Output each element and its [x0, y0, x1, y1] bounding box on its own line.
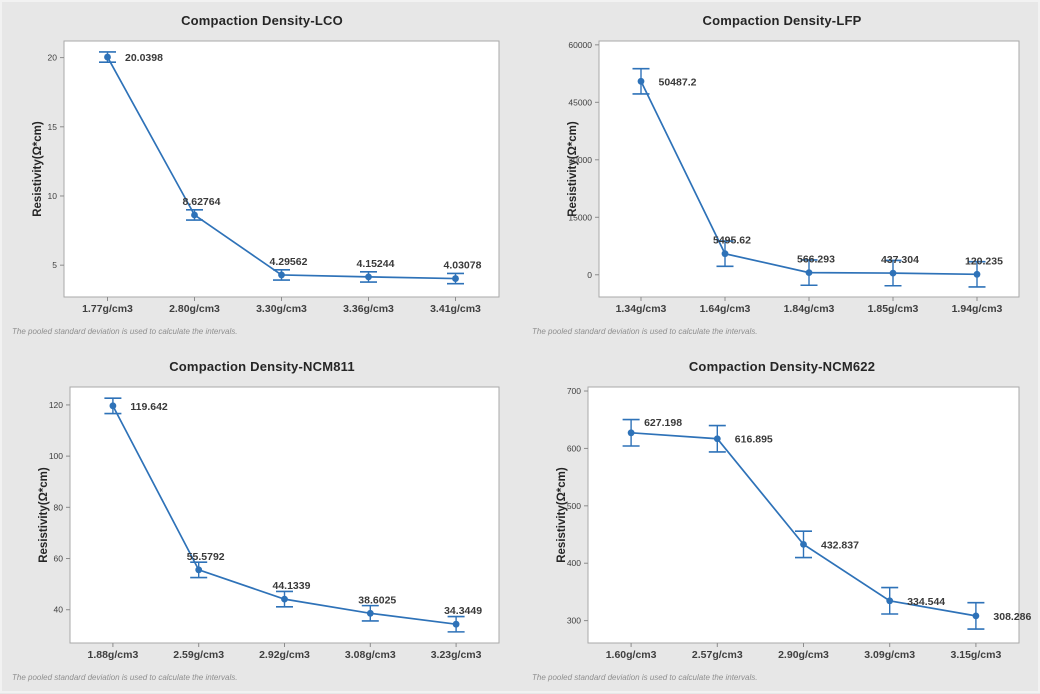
chart-title: Compaction Density-NCM622: [688, 359, 876, 374]
x-tick-label: 3.30g/cm3: [256, 303, 307, 315]
x-tick-label: 2.90g/cm3: [778, 649, 829, 661]
y-tick-label: 500: [567, 501, 581, 511]
y-tick-label: 120: [49, 400, 63, 410]
x-tick-label: 2.80g/cm3: [169, 303, 220, 315]
y-tick-label: 40: [54, 605, 64, 615]
data-point: [452, 620, 460, 628]
data-point-label: 627.198: [644, 417, 682, 429]
x-tick-label: 2.59g/cm3: [173, 649, 224, 661]
y-tick-label: 400: [567, 558, 581, 568]
data-point: [109, 402, 117, 410]
y-tick-label: 5: [52, 260, 57, 270]
x-tick-label: 3.08g/cm3: [345, 649, 396, 661]
data-point: [195, 566, 203, 574]
x-tick-label: 3.36g/cm3: [343, 303, 394, 315]
data-point: [713, 435, 721, 443]
y-tick-label: 0: [587, 270, 592, 280]
plot-frame: [598, 40, 1020, 298]
data-point: [889, 269, 897, 277]
data-point-label: 4.29562: [270, 256, 308, 268]
plot-area: 0 15000 30000 45000 60000 1.34g/cm3 1.64g/cm3 1…: [568, 40, 1020, 315]
chart-title: Compaction Density-LCO: [181, 13, 343, 28]
data-point: [637, 77, 645, 85]
data-point: [452, 275, 459, 282]
pooled-sd-footnote: The pooled standard deviation is used to…: [12, 327, 238, 336]
y-tick-label: 30000: [568, 155, 592, 165]
plot-area: 5 10 15 20 1.77g/cm3 2.80g/cm3 3.30g/cm3 3.36g/…: [48, 40, 500, 315]
x-tick-label: 3.41g/cm3: [430, 303, 481, 315]
data-point: [281, 595, 288, 603]
x-tick-label: 1.60g/cm3: [606, 649, 657, 661]
data-point-label: 119.642: [130, 401, 168, 413]
x-tick-label: 1.94g/cm3: [952, 303, 1003, 315]
chart-title: Compaction Density-LFP: [702, 13, 862, 28]
data-point-label: 437.304: [881, 254, 919, 266]
data-point: [627, 429, 635, 437]
data-point-label: 566.293: [797, 254, 835, 266]
y-tick-label: 100: [49, 451, 63, 461]
y-tick-label: 15000: [568, 212, 592, 222]
data-point-label: 4.15244: [357, 258, 395, 270]
data-point-label: 44.1339: [273, 580, 311, 592]
y-tick-label: 80: [54, 502, 64, 512]
x-tick-label: 1.84g/cm3: [784, 303, 835, 315]
y-tick-label: 45000: [568, 97, 592, 107]
data-point-label: 5495.62: [713, 235, 751, 247]
data-point: [365, 273, 372, 281]
data-point: [366, 609, 374, 617]
data-point: [721, 250, 729, 258]
x-tick-label: 1.88g/cm3: [88, 649, 139, 661]
pooled-sd-footnote: The pooled standard deviation is used to…: [532, 327, 758, 336]
pooled-sd-footnote: The pooled standard deviation is used to…: [12, 673, 238, 682]
data-point-label: 334.544: [907, 596, 945, 608]
data-point-label: 38.6025: [358, 594, 396, 606]
chart-panel-lco: Compaction Density-LCO Resistivity(Ω*cm)…: [2, 2, 522, 348]
x-tick-label: 3.23g/cm3: [431, 649, 482, 661]
y-tick-label: 300: [567, 616, 581, 626]
x-tick-label: 2.92g/cm3: [259, 649, 310, 661]
plot-frame: [63, 40, 500, 298]
data-point: [972, 612, 980, 620]
chart-panel-ncm811: Compaction Density-NCM811 Resistivity(Ω*…: [2, 348, 522, 694]
x-tick-label: 2.57g/cm3: [692, 649, 743, 661]
y-tick-label: 60000: [568, 40, 592, 50]
plot-frame: [587, 386, 1020, 644]
y-tick-label: 10: [48, 191, 58, 201]
data-point: [800, 540, 807, 548]
data-point: [886, 597, 894, 605]
y-tick-label: 60: [54, 554, 64, 564]
data-point-label: 616.895: [735, 434, 773, 446]
chart-panel-lfp: Compaction Density-LFP Resistivity(Ω*cm)…: [522, 2, 1040, 348]
y-tick-label: 600: [567, 443, 581, 453]
data-point: [973, 270, 981, 278]
x-tick-label: 1.77g/cm3: [82, 303, 133, 315]
data-point: [191, 211, 198, 219]
data-point-label: 120.235: [965, 255, 1003, 267]
pooled-sd-footnote: The pooled standard deviation is used to…: [532, 673, 758, 682]
plot-area: 40 60 80 100 120 1.88g/cm3 2.59g/cm3 2.92g/cm3 3…: [49, 386, 500, 661]
x-tick-label: 1.34g/cm3: [616, 303, 667, 315]
plot-area: 300 400 500 600 700 1.60g/cm3 2.57g/cm3 2.90g/c…: [567, 386, 1032, 661]
y-tick-label: 20: [48, 53, 58, 63]
data-point-label: 432.837: [821, 539, 859, 551]
data-point-label: 20.0398: [125, 52, 163, 64]
data-point-label: 8.62764: [183, 196, 221, 208]
data-point-label: 4.03078: [444, 260, 482, 272]
data-point: [278, 271, 285, 279]
chart-panel-ncm622: Compaction Density-NCM622 Resistivity(Ω*…: [522, 348, 1040, 694]
x-tick-label: 3.09g/cm3: [864, 649, 915, 661]
data-point: [104, 53, 111, 61]
x-tick-label: 1.64g/cm3: [700, 303, 751, 315]
chart-title: Compaction Density-NCM811: [169, 359, 355, 374]
data-point-label: 308.286: [993, 611, 1031, 623]
data-point-label: 50487.2: [659, 76, 697, 88]
data-point: [805, 269, 813, 277]
x-tick-label: 3.15g/cm3: [951, 649, 1002, 661]
x-tick-label: 1.85g/cm3: [868, 303, 919, 315]
y-tick-label: 15: [48, 122, 58, 132]
data-point-label: 55.5792: [187, 551, 225, 563]
y-tick-label: 700: [567, 386, 581, 396]
data-point-label: 34.3449: [444, 605, 482, 617]
